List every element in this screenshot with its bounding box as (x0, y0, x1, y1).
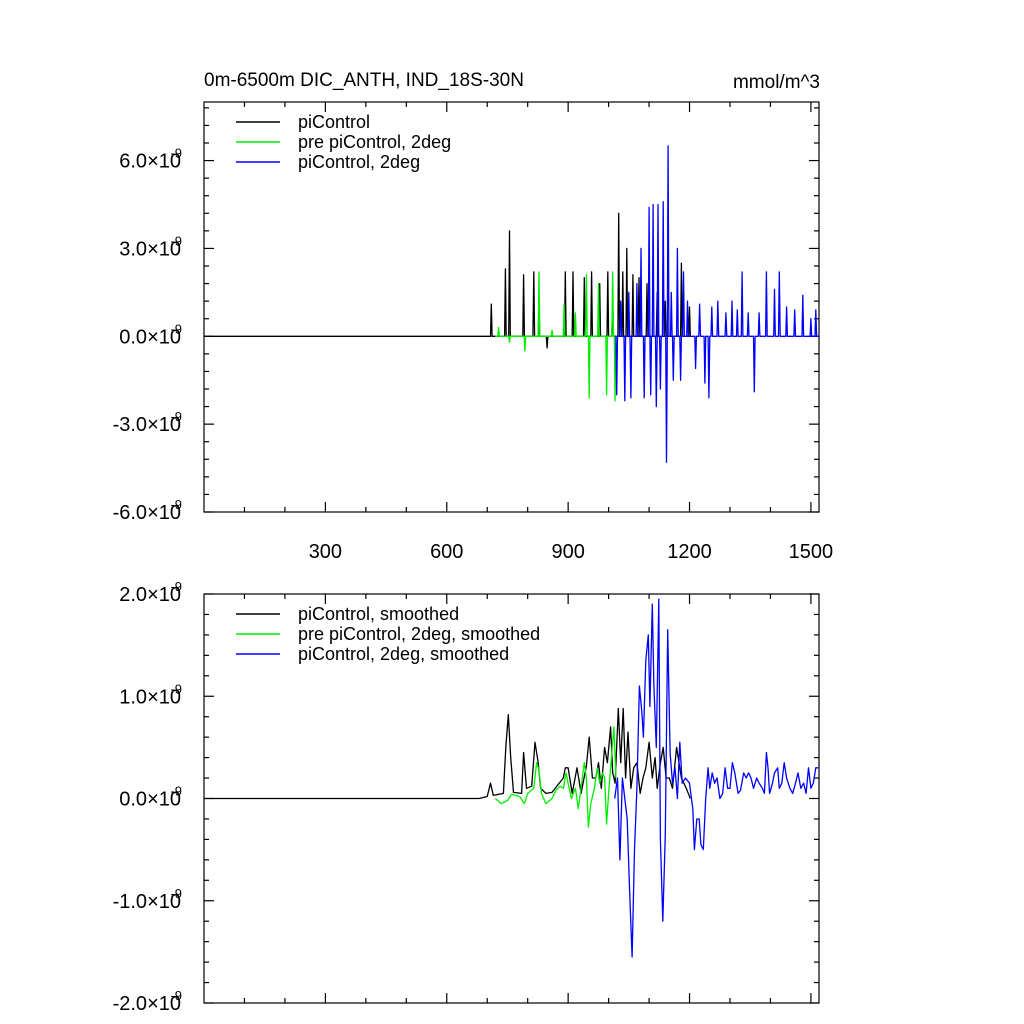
y-tick-label: -6.0×10 (113, 502, 181, 524)
y-tick-exponent: -9 (170, 146, 182, 161)
legend-label: piControl, 2deg (298, 152, 420, 172)
y-tick-label: 1.0×10 (119, 686, 181, 708)
units-label: mmol/m^3 (733, 72, 820, 93)
y-tick-label: 0.0×10 (119, 326, 181, 348)
y-tick-exponent: -9 (170, 988, 182, 1003)
legend-label: pre piControl, 2deg, smoothed (298, 624, 540, 644)
y-tick-label: -3.0×10 (113, 414, 181, 436)
series-line-blue (614, 598, 819, 958)
legend-label: piControl, 2deg, smoothed (298, 644, 509, 664)
y-tick-label: 3.0×10 (119, 238, 181, 260)
bottom-panel: -2.0×10-9-1.0×10-90.0×10-91.0×10-92.0×10… (113, 579, 820, 1015)
series-line-black (204, 707, 691, 800)
y-tick-exponent: -9 (170, 579, 182, 594)
legend-label: piControl, smoothed (298, 604, 459, 624)
plot-frame (203, 101, 820, 513)
x-tick-label: 1200 (667, 541, 712, 563)
x-tick-label: 300 (309, 541, 342, 563)
chart-title: 0m-6500m DIC_ANTH, IND_18S-30N (204, 70, 524, 91)
x-tick-label: 900 (551, 541, 584, 563)
top-panel: 300 600 900 1200 1500-6.0×10-9-3.0×10-90.0×1… (113, 101, 834, 563)
legend-label: piControl (298, 112, 370, 132)
x-tick-label: 600 (430, 541, 463, 563)
series-group (204, 598, 819, 958)
y-tick-label: 0.0×10 (119, 789, 181, 811)
y-tick-exponent: -9 (170, 784, 182, 799)
series-line-blue (614, 145, 819, 463)
y-tick-label: -1.0×10 (113, 891, 181, 913)
y-tick-exponent: -9 (170, 886, 182, 901)
series-group (204, 145, 819, 463)
series-line-green (494, 726, 617, 828)
y-tick-exponent: -9 (170, 409, 182, 424)
y-tick-exponent: -9 (170, 681, 182, 696)
y-tick-exponent: -9 (170, 321, 182, 336)
x-tick-label: 1500 (789, 541, 834, 563)
y-tick-label: -2.0×10 (113, 993, 181, 1015)
series-line-green (495, 271, 617, 402)
y-tick-label: 6.0×10 (119, 151, 181, 173)
y-tick-label: 2.0×10 (119, 584, 181, 606)
legend-label: pre piControl, 2deg (298, 132, 451, 152)
y-tick-exponent: -9 (170, 233, 182, 248)
series-line-black (204, 212, 691, 349)
y-tick-exponent: -9 (170, 497, 182, 512)
